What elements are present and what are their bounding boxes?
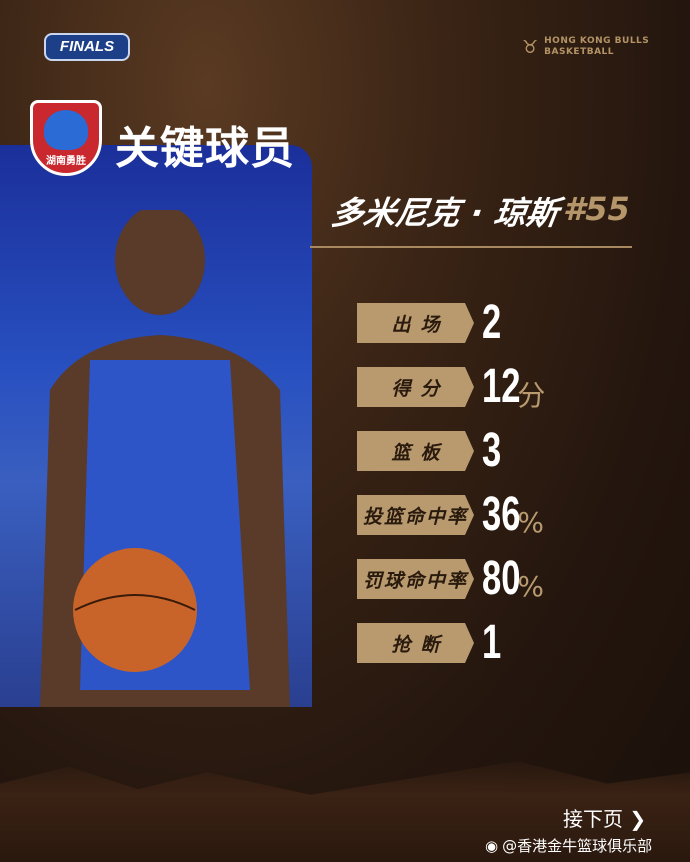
chevron-right-icon: ❯: [629, 807, 647, 831]
stat-row-ft-pct: 罚球命中率 80%: [357, 552, 544, 605]
player-photo: [40, 210, 290, 707]
stat-row-fg-pct: 投篮命中率 36%: [357, 488, 544, 541]
stat-value: 1: [482, 616, 502, 669]
stat-label: 投篮命中率: [357, 495, 474, 535]
team-logo: 湖南勇胜: [30, 100, 102, 176]
stat-unit: %: [517, 569, 544, 603]
stat-unit: %: [517, 505, 544, 539]
lion-icon: [44, 109, 88, 150]
player-number: #55: [563, 190, 630, 228]
stat-row-appearances: 出场 2: [357, 296, 509, 349]
weibo-handle: @香港金牛篮球俱乐部: [502, 837, 653, 855]
team-logo-text: 湖南勇胜: [46, 155, 86, 167]
stat-label: 篮板: [357, 431, 474, 471]
stat-row-points: 得分 12 分: [357, 360, 545, 413]
bull-icon: ♉: [522, 36, 539, 58]
stat-value: 80: [482, 552, 521, 605]
divider: [310, 246, 632, 248]
stat-label: 得分: [357, 367, 474, 407]
next-page-button[interactable]: 接下页 ❯: [563, 803, 646, 832]
stat-value: 12: [482, 360, 521, 413]
weibo-watermark: ◉ @香港金牛篮球俱乐部: [485, 835, 652, 856]
stat-label: 出场: [357, 303, 474, 343]
stat-value: 3: [482, 424, 502, 477]
player-name: 多米尼克 · 琼斯: [329, 194, 561, 232]
stat-label: 罚球命中率: [357, 559, 474, 599]
finals-logo: FINALS: [44, 33, 130, 61]
next-page-label: 接下页: [563, 807, 623, 831]
stat-row-rebounds: 篮板 3: [357, 424, 509, 477]
stat-row-steals: 抢断 1: [357, 616, 509, 669]
stat-label: 抢断: [357, 623, 474, 663]
player-photo-panel: [0, 145, 312, 707]
weibo-icon: ◉: [485, 836, 499, 855]
stat-unit: 分: [517, 379, 546, 412]
stat-value: 36: [482, 488, 521, 541]
stat-value: 2: [482, 296, 502, 349]
hong-kong-bulls-logo: ♉ HONG KONG BULLS BASKETBALL: [522, 36, 649, 58]
page-title: 关键球员: [115, 123, 295, 174]
club-name-line1: HONG KONG BULLS: [544, 36, 650, 46]
club-name-line2: BASKETBALL: [544, 47, 615, 57]
